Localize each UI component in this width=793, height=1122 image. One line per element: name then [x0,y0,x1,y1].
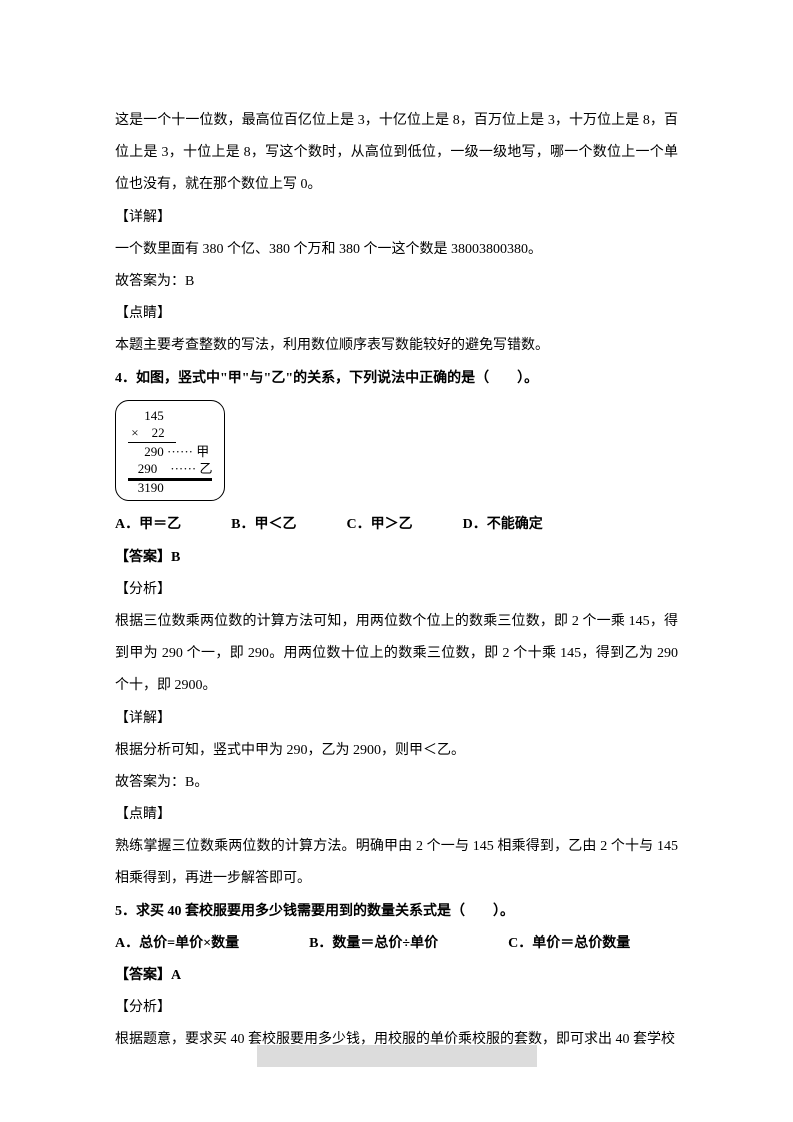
q4-detail-label: 【详解】 [115,703,678,735]
mult-line-4: 290 ······ 乙 [128,460,212,479]
q4-fenxi-label: 【分析】 [115,574,678,606]
q4-answer-line: 故答案为：B。 [115,767,678,799]
q5-options: A．总价=单价×数量 B．数量＝总价÷单价 C．单价＝总价数量 [115,928,678,960]
q4-options: A．甲＝乙 B．甲＜乙 C．甲＞乙 D．不能确定 [115,509,678,541]
intro-dianji: 本题主要考查整数的写法，利用数位顺序表写数能较好的避免写错数。 [115,330,678,362]
q5-option-b: B．数量＝总价÷单价 [309,928,438,960]
q4-dianji: 熟练掌握三位数乘两位数的计算方法。明确甲由 2 个一与 145 相乘得到，乙由 … [115,831,678,895]
q4-option-b: B．甲＜乙 [231,509,296,541]
q4-answer-label: 【答案】B [115,542,678,574]
intro-p1: 这是一个十一位数，最高位百亿位上是 3，十亿位上是 8，百万位上是 3，十万位上… [115,105,678,202]
q4-option-d: D．不能确定 [463,509,543,541]
q4-dianji-label: 【点睛】 [115,799,678,831]
intro-detail: 一个数里面有 380 个亿、380 个万和 380 个一这个数是 3800380… [115,234,678,266]
mult-line-2: × 22 [128,424,212,443]
intro-detail-label: 【详解】 [115,202,678,234]
q5-option-a: A．总价=单价×数量 [115,928,239,960]
mult-line-1: 145 [128,407,212,425]
q4-fenxi: 根据三位数乘两位数的计算方法可知，用两位数个位上的数乘三位数，即 2 个一乘 1… [115,606,678,703]
q4-stem: 4．如图，竖式中"甲"与"乙"的关系，下列说法中正确的是（ ）。 [115,363,678,395]
q4-option-c: C．甲＞乙 [346,509,412,541]
mult-line-5: 3190 [128,479,212,497]
q4-multiplication-panel: 145 × 22 290 ······ 甲 290 ······ 乙 3190 [115,400,225,502]
mult-line-3: 290 ······ 甲 [128,443,212,461]
footer-bar [257,1045,537,1067]
intro-answer-line: 故答案为：B [115,266,678,298]
q5-option-c: C．单价＝总价数量 [508,928,630,960]
q4-option-a: A．甲＝乙 [115,509,181,541]
q4-detail: 根据分析可知，竖式中甲为 290，乙为 2900，则甲＜乙。 [115,735,678,767]
q5-answer-label: 【答案】A [115,960,678,992]
intro-dianji-label: 【点睛】 [115,298,678,330]
q5-stem: 5．求买 40 套校服要用多少钱需要用到的数量关系式是（ ）。 [115,896,678,928]
q5-fenxi-label: 【分析】 [115,992,678,1024]
